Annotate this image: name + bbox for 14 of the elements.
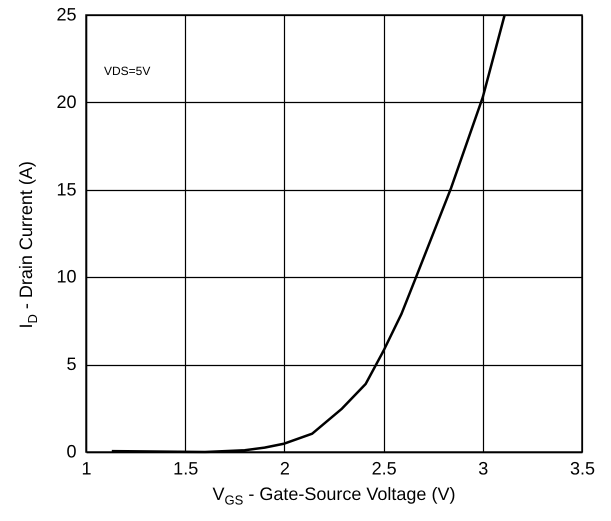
x-tick-label: 3 [478,458,488,478]
x-axis-title: V$_{GS}$ - Gate-Source Voltage (V) [212,484,456,508]
x-tick-label: 1.5 [173,458,198,478]
x-tick-label: 3.5 [570,458,596,478]
y-tick-label: 10 [56,266,76,287]
x-tick-label: 2.5 [372,458,397,478]
y-tick-label: 15 [56,179,76,200]
y-tick-label: 5 [66,354,76,374]
y-tick-label: 0 [66,442,76,462]
x-tick-label: 2 [280,458,290,478]
y-tick-label: 20 [56,92,76,112]
annotation: VDS=5V [104,64,150,78]
y-tick-label: 25 [56,4,76,24]
x-tick-label: 1 [81,458,92,478]
